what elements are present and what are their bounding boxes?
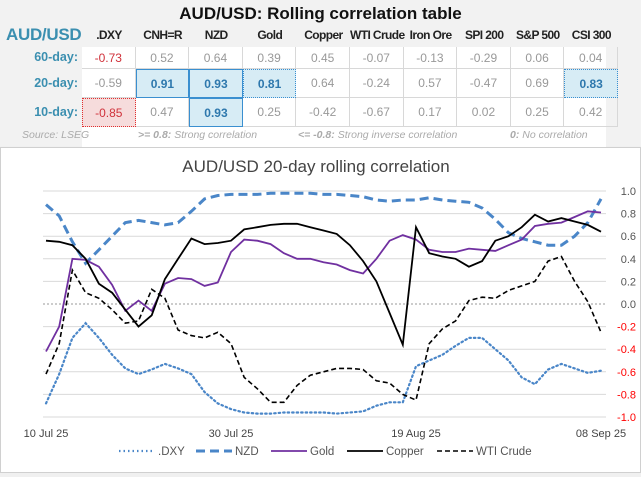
- table-cell: 0.45: [296, 47, 350, 69]
- correlation-grid: -0.73 0.52 0.64 0.39 0.45 -0.07 -0.13 -0.29 0.06…: [82, 47, 618, 155]
- legend-inverse-key: <= -0.8:: [298, 129, 335, 141]
- y-tick-label: 0.6: [621, 231, 636, 243]
- legend-label: NZD: [235, 446, 259, 458]
- y-tick-label: 0.0: [621, 299, 636, 311]
- series-line-wti-crude: [45, 255, 602, 404]
- y-tick-label: 0.4: [621, 254, 636, 266]
- legend-strong-text: Strong correlation: [174, 129, 258, 141]
- table-cell: -0.59: [82, 69, 136, 98]
- correlation-table-panel: AUD/USD: Rolling correlation table AUD/U…: [0, 0, 641, 155]
- table-cell: -0.67: [350, 98, 404, 127]
- table-cell: 0.81: [242, 69, 297, 98]
- table-cell: 0.64: [296, 69, 350, 98]
- y-tick-label: -0.6: [617, 367, 636, 379]
- row-label: 10-day:: [34, 104, 78, 119]
- column-header: NZD: [204, 28, 228, 42]
- series-line-gold: [45, 210, 602, 352]
- series-line-nzd: [45, 191, 603, 266]
- x-tick-label: 10 Jul 25: [24, 428, 69, 440]
- series-line-dxy: [44, 321, 603, 415]
- row-label: 20-day:: [34, 75, 78, 90]
- table-cell: -0.13: [403, 47, 458, 69]
- table-cell: 0.25: [242, 98, 297, 127]
- table-cell: 0.47: [135, 98, 190, 127]
- legend-label: Copper: [386, 446, 424, 458]
- source-note: Source: LSEG: [22, 129, 90, 141]
- table-cell: 0.39: [242, 47, 297, 69]
- y-tick-label: -0.8: [617, 389, 636, 401]
- column-header: Iron Ore: [409, 28, 452, 42]
- table-cell: 0.52: [135, 47, 190, 69]
- table-cell: -0.07: [350, 47, 404, 69]
- x-tick-label: 08 Sep 25: [576, 428, 626, 440]
- y-tick-label: -0.2: [617, 322, 636, 334]
- legend-label: WTI Crude: [476, 446, 532, 458]
- legend-label: .DXY: [158, 446, 185, 458]
- legend-strong: >= 0.8: Strong correlation: [138, 129, 257, 141]
- chart-panel: AUD/USD 20-day rolling correlation 1.0 0.…: [0, 147, 641, 473]
- y-tick-label: -1.0: [617, 412, 636, 424]
- y-tick-label: -0.4: [617, 344, 636, 356]
- table-corner-label: AUD/USD: [6, 25, 82, 44]
- legend-inverse: <= -0.8: Strong inverse correlation: [298, 129, 457, 141]
- legend-zero-text: No correlation: [522, 129, 588, 141]
- column-header: CNH=R: [143, 28, 182, 42]
- y-tick-label: 1.0: [621, 186, 636, 198]
- table-cell: 0.64: [189, 47, 243, 69]
- column-header: Copper: [304, 28, 343, 42]
- table-cell: 0.93: [189, 69, 243, 98]
- table-cell: 0.02: [457, 98, 511, 127]
- column-header: CSI 300: [571, 28, 612, 42]
- table-cell: 0.69: [510, 69, 565, 98]
- column-header: S&P 500: [515, 28, 560, 42]
- chart-title: AUD/USD 20-day rolling correlation: [182, 157, 449, 176]
- line-chart: AUD/USD 20-day rolling correlation 1.0 0.…: [24, 157, 636, 458]
- column-header: WTI Crude: [350, 28, 405, 42]
- table-cell: -0.24: [350, 69, 404, 98]
- legend-zero-key: 0:: [510, 129, 520, 141]
- table-cell: 0.42: [564, 98, 618, 127]
- table-cell: 0.93: [189, 98, 243, 127]
- table-cell: -0.47: [457, 69, 511, 98]
- table-cell: -0.42: [296, 98, 350, 127]
- table-cell: -0.73: [82, 47, 136, 69]
- table-cell: 0.06: [510, 47, 565, 69]
- legend-label: Gold: [310, 446, 334, 458]
- table-cell: -0.85: [82, 98, 136, 127]
- table-title: AUD/USD: Rolling correlation table: [179, 4, 462, 23]
- legend-zero: 0: No correlation: [510, 129, 588, 141]
- table-cell: 0.25: [510, 98, 565, 127]
- column-header: Gold: [257, 28, 283, 42]
- y-tick-label: 0.2: [621, 276, 636, 288]
- table-cell: 0.57: [403, 69, 458, 98]
- x-tick-label: 30 Jul 25: [209, 428, 254, 440]
- series-line-copper: [45, 213, 602, 349]
- column-header: SPI 200: [464, 28, 504, 42]
- table-cell: -0.29: [457, 47, 511, 69]
- table-cell: 0.04: [564, 47, 618, 69]
- y-tick-label: 0.8: [621, 209, 636, 221]
- legend-inverse-text: Strong inverse correlation: [337, 129, 458, 141]
- table-cell: 0.83: [564, 69, 618, 98]
- table-cell: 0.91: [135, 69, 190, 98]
- legend-strong-key: >= 0.8:: [138, 129, 172, 141]
- x-tick-label: 19 Aug 25: [391, 428, 441, 440]
- column-header: .DXY: [96, 28, 122, 42]
- table-cell: 0.17: [403, 98, 458, 127]
- row-label: 60-day:: [34, 50, 78, 64]
